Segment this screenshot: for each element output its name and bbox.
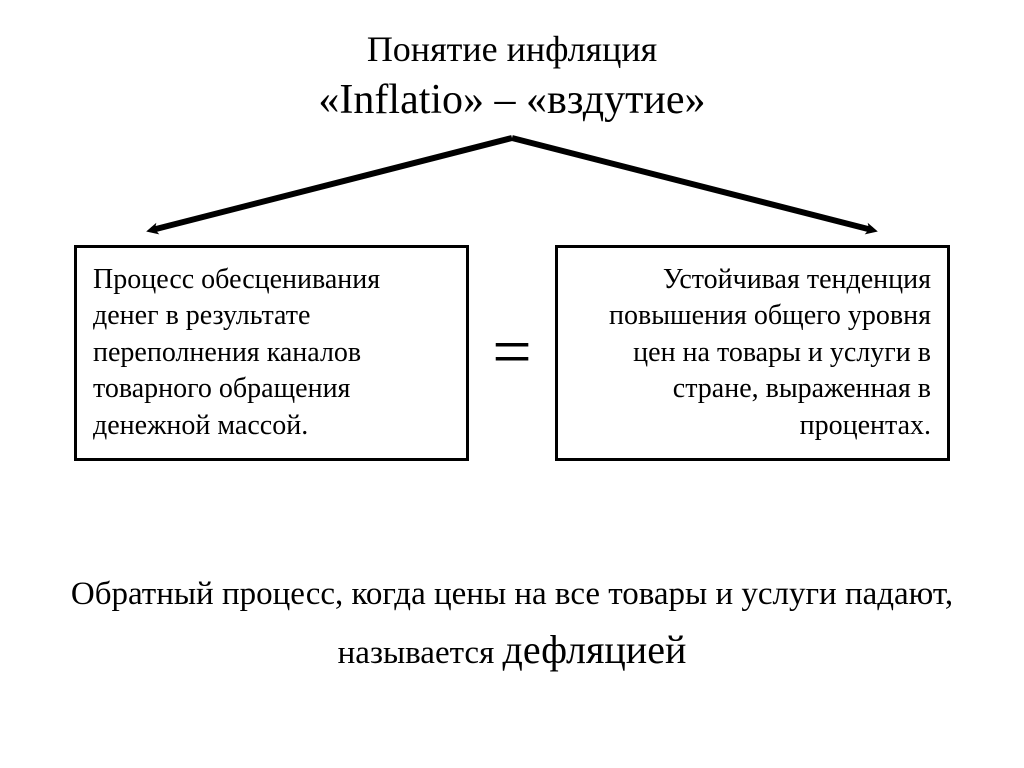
arrow-right [512, 138, 872, 230]
arrow-left [152, 138, 512, 230]
definition-box-left: Процесс обесценивания денег в результате… [74, 245, 469, 461]
definition-box-right: Устойчивая тенденция повышения общего ур… [555, 245, 950, 461]
definition-boxes-row: Процесс обесценивания денег в результате… [0, 245, 1024, 461]
title-line-1: Понятие инфляция [0, 28, 1024, 71]
footer-text: Обратный процесс, когда цены на все това… [71, 576, 953, 671]
title-line-2: «Inflatio» – «вздутие» [0, 73, 1024, 128]
footer-strong-word: дефляцией [503, 627, 687, 672]
arrow-group [152, 138, 872, 230]
arrows-container [0, 130, 1024, 245]
branching-arrows-svg [22, 130, 1002, 245]
footer-block: Обратный процесс, когда цены на все това… [0, 570, 1024, 680]
header-block: Понятие инфляция «Inflatio» – «вздутие» [0, 0, 1024, 128]
equals-sign: = [487, 318, 537, 388]
